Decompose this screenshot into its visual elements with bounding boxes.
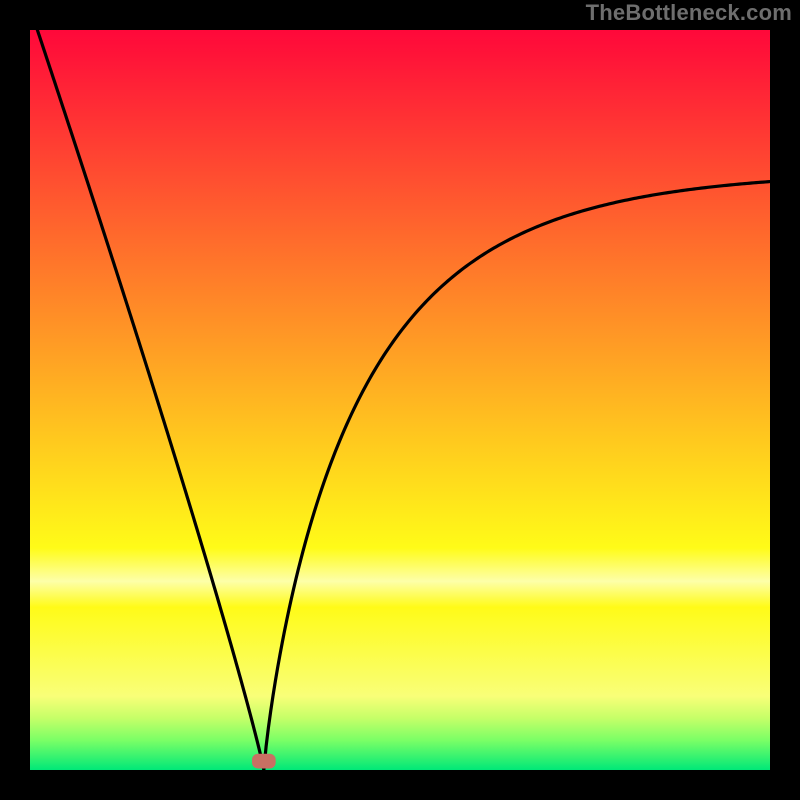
watermark-text: TheBottleneck.com: [586, 0, 792, 26]
minimum-marker: [252, 754, 276, 769]
bottleneck-chart: [0, 0, 800, 800]
plot-background: [30, 30, 770, 770]
chart-container: TheBottleneck.com: [0, 0, 800, 800]
